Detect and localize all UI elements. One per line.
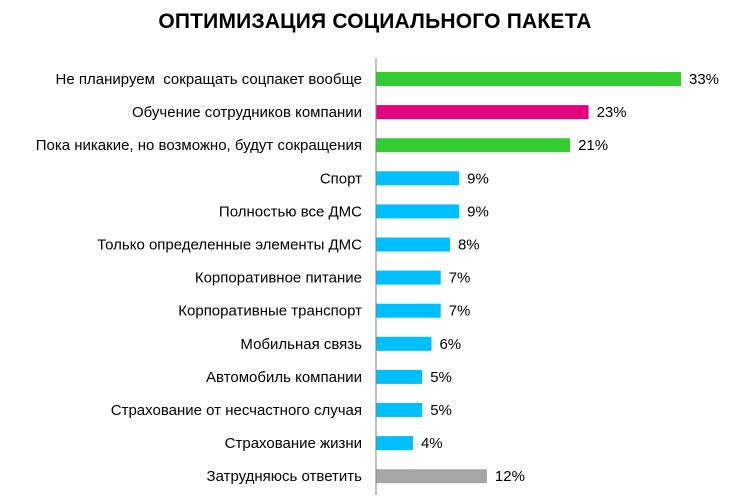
chart-title: ОПТИМИЗАЦИЯ СОЦИАЛЬНОГО ПАКЕТА [158,10,592,33]
data-label: 5% [430,369,452,386]
bar [376,204,460,219]
bar [376,171,460,186]
category-label: Полностью все ДМС [219,203,362,220]
category-label: Страхование от несчастного случая [111,402,362,419]
category-label: Корпоративное питание [195,270,362,287]
data-label: 8% [458,237,480,254]
data-label: 4% [421,435,443,452]
bar [376,270,441,285]
bar [376,369,423,384]
bar [376,72,681,86]
bars-layer: Не планируем сокращать соцпакет вообще 33… [36,71,719,485]
category-label: Мобильная связь [240,336,362,353]
category-label: Затрудняюсь ответить [207,468,363,485]
category-label: Обучение сотрудников компании [132,104,362,121]
bar [376,303,441,318]
category-label: Не планируем сокращать соцпакет вообще [56,71,362,88]
category-label: Пока никакие, но возможно, будут сокраще… [36,137,362,154]
category-label: Только определенные элементы ДМС [97,237,362,254]
data-label: 21% [578,137,608,154]
category-label: Автомобиль компании [206,369,362,386]
bar [376,105,589,120]
data-label: 9% [467,203,489,220]
data-label: 5% [430,402,452,419]
category-label: Корпоративные транспорт [178,303,362,320]
data-label: 9% [467,170,489,187]
data-label: 6% [439,336,461,353]
category-label: Страхование жизни [225,435,362,452]
bar [376,336,432,351]
bar [376,138,571,153]
data-label: 12% [495,468,525,485]
bar [376,469,487,484]
bar [376,237,450,252]
category-label: Спорт [320,170,362,187]
bar [376,436,413,451]
data-label: 7% [449,270,471,287]
data-label: 7% [449,303,471,320]
data-label: 33% [689,71,719,88]
bar [376,403,423,417]
data-label: 23% [597,104,627,121]
